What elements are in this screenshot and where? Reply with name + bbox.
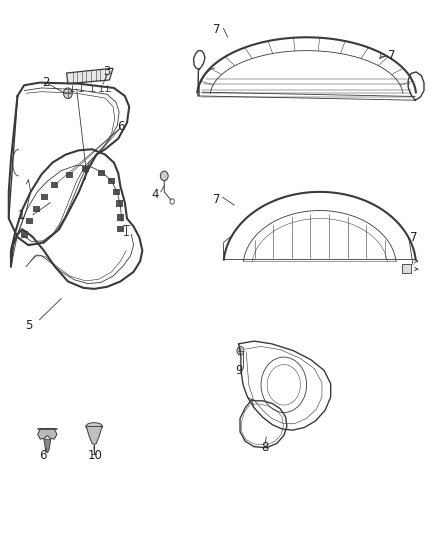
Text: 7: 7 (213, 23, 221, 36)
Text: 9: 9 (235, 364, 243, 377)
Bar (113, 189, 120, 195)
Polygon shape (67, 68, 113, 84)
Bar (26, 218, 33, 224)
Text: 6: 6 (39, 449, 46, 462)
Bar (116, 200, 123, 207)
Text: 6: 6 (117, 120, 124, 133)
Text: 7: 7 (410, 231, 418, 244)
Text: 2: 2 (42, 76, 50, 89)
Circle shape (237, 346, 244, 355)
Bar (41, 194, 48, 200)
Bar (108, 178, 115, 184)
Text: 10: 10 (88, 449, 103, 462)
Bar (66, 172, 73, 178)
Polygon shape (86, 426, 102, 445)
Polygon shape (44, 439, 51, 453)
Circle shape (160, 171, 168, 181)
Bar (117, 226, 124, 232)
Bar (402, 264, 411, 273)
Circle shape (64, 88, 72, 99)
Polygon shape (38, 429, 57, 439)
Text: 4: 4 (152, 188, 159, 201)
Text: 5: 5 (25, 319, 32, 332)
Bar (21, 231, 28, 238)
Bar (33, 206, 40, 212)
Ellipse shape (86, 423, 102, 430)
Bar (117, 214, 124, 221)
Text: 3: 3 (104, 66, 111, 78)
Text: 7: 7 (388, 50, 396, 62)
Bar (82, 166, 89, 172)
Bar (98, 170, 105, 176)
Text: 1: 1 (18, 209, 26, 222)
Bar (51, 182, 58, 188)
Text: 8: 8 (261, 441, 268, 454)
Text: 7: 7 (213, 193, 221, 206)
